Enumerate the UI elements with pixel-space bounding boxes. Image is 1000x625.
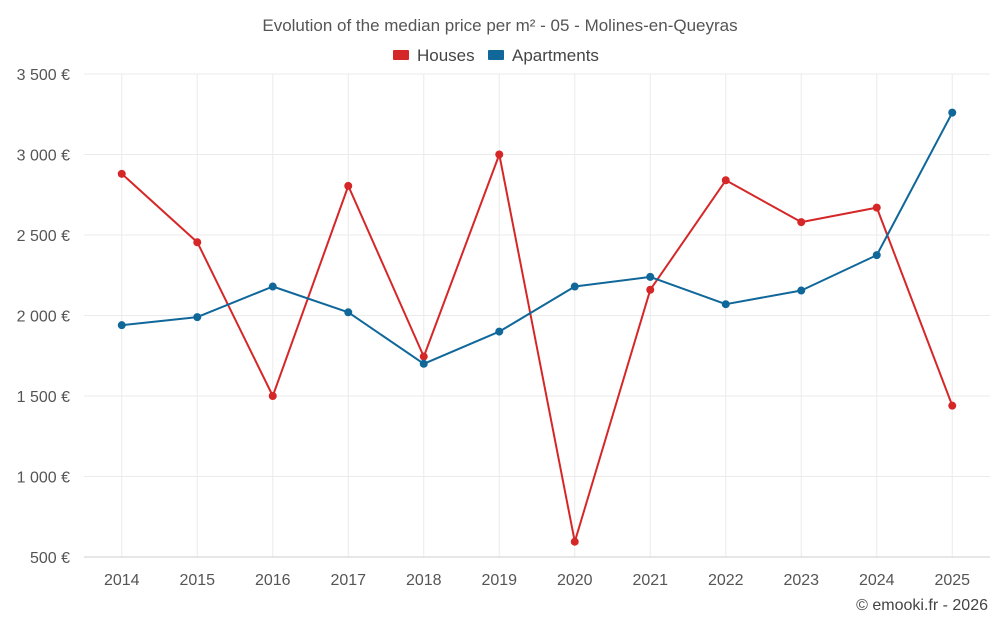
y-tick-label: 2 000 € xyxy=(17,309,70,326)
data-point-houses[interactable] xyxy=(797,218,806,227)
x-gridlines xyxy=(121,74,953,557)
data-point-houses[interactable] xyxy=(646,285,655,294)
data-point-houses[interactable] xyxy=(495,150,504,159)
legend-item-apartments[interactable]: Apartments xyxy=(488,46,599,65)
data-point-houses[interactable] xyxy=(570,537,579,546)
data-point-houses[interactable] xyxy=(344,181,353,190)
x-tick-label: 2022 xyxy=(708,572,744,589)
data-point-apartments[interactable] xyxy=(117,321,126,330)
x-tick-label: 2017 xyxy=(330,572,366,589)
x-tick-label: 2025 xyxy=(934,572,970,589)
chart-title: Evolution of the median price per m² - 0… xyxy=(262,16,737,35)
y-tick-label: 1 000 € xyxy=(17,470,70,487)
data-point-apartments[interactable] xyxy=(419,359,428,368)
x-tick-label: 2015 xyxy=(179,572,215,589)
x-tick-label: 2018 xyxy=(406,572,442,589)
x-tick-label: 2021 xyxy=(632,572,668,589)
y-tick-label: 3 000 € xyxy=(17,148,70,165)
legend: Houses Apartments xyxy=(393,46,599,65)
x-tick-label: 2023 xyxy=(783,572,819,589)
data-point-apartments[interactable] xyxy=(570,282,579,291)
series-line-apartments[interactable] xyxy=(121,112,954,365)
legend-swatch-apartments xyxy=(488,50,504,60)
y-tick-label: 500 € xyxy=(30,550,70,567)
data-point-apartments[interactable] xyxy=(344,308,353,317)
y-tick-label: 2 500 € xyxy=(17,228,70,245)
data-point-houses[interactable] xyxy=(948,401,957,410)
x-tick-label: 2019 xyxy=(481,572,517,589)
data-point-apartments[interactable] xyxy=(872,251,881,260)
data-point-houses[interactable] xyxy=(193,238,202,247)
legend-label-apartments: Apartments xyxy=(512,46,599,65)
y-axis-labels: 500 € 1 000 € 1 500 € 2 000 € 2 500 € 3 000 €… xyxy=(17,67,70,567)
series-line-houses[interactable] xyxy=(121,153,954,543)
x-tick-label: 2014 xyxy=(104,572,140,589)
data-point-houses[interactable] xyxy=(268,392,277,400)
x-tick-label: 2024 xyxy=(859,572,895,589)
data-point-apartments[interactable] xyxy=(268,282,277,291)
data-point-houses[interactable] xyxy=(419,352,428,361)
credit-text: © emooki.fr - 2026 xyxy=(856,597,988,614)
data-point-apartments[interactable] xyxy=(948,108,957,117)
data-point-apartments[interactable] xyxy=(495,327,504,336)
legend-item-houses[interactable]: Houses xyxy=(393,46,475,65)
data-point-apartments[interactable] xyxy=(193,313,202,322)
legend-label-houses: Houses xyxy=(417,46,475,65)
y-gridlines xyxy=(84,73,990,558)
data-point-apartments[interactable] xyxy=(721,300,730,309)
legend-swatch-houses xyxy=(393,50,409,60)
data-point-houses[interactable] xyxy=(721,176,730,185)
data-point-apartments[interactable] xyxy=(646,272,655,281)
y-tick-label: 1 500 € xyxy=(17,389,70,406)
x-axis-labels: 2014 2015 2016 2017 2018 2019 2020 2021 2022 2023… xyxy=(104,572,970,589)
x-tick-label: 2020 xyxy=(557,572,593,589)
data-point-houses[interactable] xyxy=(872,203,881,212)
data-point-houses[interactable] xyxy=(117,169,126,178)
y-tick-label: 3 500 € xyxy=(17,67,70,84)
series-points xyxy=(117,108,957,546)
data-point-apartments[interactable] xyxy=(797,286,806,295)
series-lines xyxy=(121,112,954,543)
x-tick-label: 2016 xyxy=(255,572,291,589)
